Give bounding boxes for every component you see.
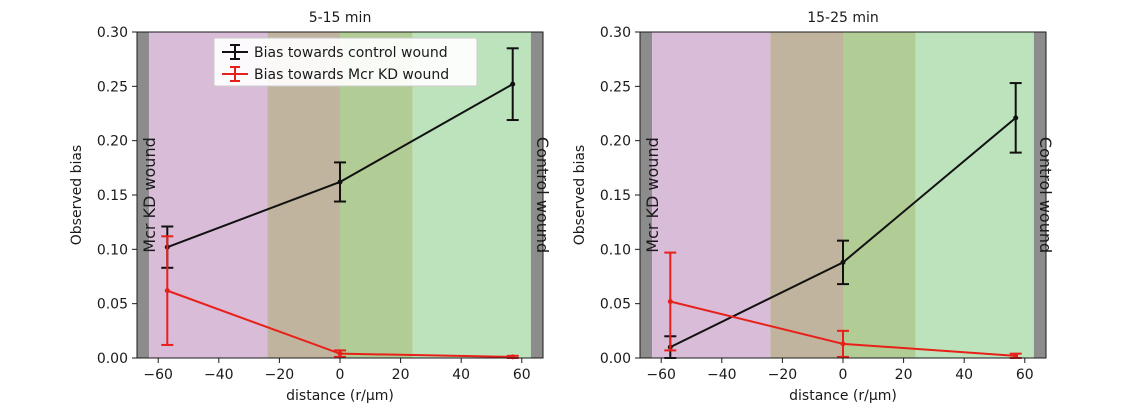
data-point [510,354,516,360]
y-tick-label: 0.05 [97,297,128,313]
y-axis-label: Observed bias [572,145,588,245]
x-tick-label: 60 [1016,367,1034,383]
y-tick-label: 0.25 [600,79,631,95]
data-point [510,81,516,87]
data-point [337,351,343,357]
x-axis-label: distance (r/μm) [789,388,897,404]
x-tick-label: 40 [452,367,470,383]
data-series [664,82,1022,359]
data-point [1013,115,1019,121]
y-axis-ticks: 0.00 0.05 0.10 0.15 0.20 0.25 0.30 [97,25,137,367]
x-tick-label: 60 [513,367,531,383]
left-region-label: Mcr KD wound [643,137,662,252]
data-point [840,259,846,265]
data-series [161,47,519,360]
data-point [164,288,170,294]
y-axis-label: Observed bias [69,145,85,245]
x-axis-ticks: −60 −40 −20 0 20 40 60 [646,358,1034,383]
x-tick-label: 0 [839,367,848,383]
chart-title: 15-25 min [807,10,879,26]
y-tick-label: 0.25 [97,79,128,95]
chart-title: 5-15 min [309,10,372,26]
x-tick-label: 20 [392,367,410,383]
y-tick-label: 0.10 [600,242,631,258]
x-tick-label: −40 [707,367,737,383]
series-1 [664,251,1022,359]
background-band-3 [843,32,916,358]
x-tick-label: −20 [265,367,295,383]
series-0 [161,47,519,269]
data-point [337,179,343,185]
chart-panel-1: 0.00 0.05 0.10 0.15 0.20 0.25 0.30 −60 −40 −20 0 2… [69,10,552,404]
legend-label-control: Bias towards control wound [254,45,448,61]
y-tick-label: 0.15 [600,188,631,204]
x-tick-label: −40 [204,367,234,383]
background-band-1 [652,32,771,358]
y-tick-label: 0.20 [600,134,631,150]
y-tick-label: 0.15 [97,188,128,204]
background-band-2 [770,32,843,358]
background-band-5 [530,32,543,358]
x-tick-label: −20 [768,367,798,383]
y-axis-ticks: 0.00 0.05 0.10 0.15 0.20 0.25 0.30 [600,25,640,367]
legend-label-mcr: Bias towards Mcr KD wound [254,67,449,83]
right-region-label: Control wound [1036,137,1055,253]
background-bands [640,32,1046,358]
background-band-0 [137,32,150,358]
y-tick-label: 0.05 [600,297,631,313]
y-tick-label: 0.30 [600,25,631,41]
background-band-5 [1033,32,1046,358]
x-axis-ticks: −60 −40 −20 0 20 40 60 [143,358,531,383]
background-band-4 [915,32,1034,358]
y-tick-label: 0.00 [600,351,631,367]
legend-box [213,37,478,87]
y-tick-label: 0.30 [97,25,128,41]
y-tick-label: 0.10 [97,242,128,258]
x-tick-label: −60 [646,367,676,383]
legend-entry-control: Bias towards control wound [222,44,448,61]
x-axis-label: distance (r/μm) [286,388,394,404]
x-tick-label: 20 [895,367,913,383]
background-band-0 [640,32,653,358]
chart-panel-2: 0.00 0.05 0.10 0.15 0.20 0.25 0.30 −60 −40 −20 0 2… [572,10,1055,404]
y-tick-label: 0.20 [97,134,128,150]
x-tick-label: 0 [336,367,345,383]
right-region-label: Control wound [533,137,552,253]
x-tick-label: −60 [143,367,173,383]
series-0 [664,82,1022,359]
data-point [667,298,673,304]
left-region-label: Mcr KD wound [140,137,159,252]
legend: Bias towards control wound Bias towards … [213,37,478,87]
data-point [1013,353,1019,359]
data-point [840,341,846,347]
background-bands [137,32,543,358]
x-tick-label: 40 [955,367,973,383]
y-tick-label: 0.00 [97,351,128,367]
legend-entry-mcr: Bias towards Mcr KD wound [222,66,449,83]
